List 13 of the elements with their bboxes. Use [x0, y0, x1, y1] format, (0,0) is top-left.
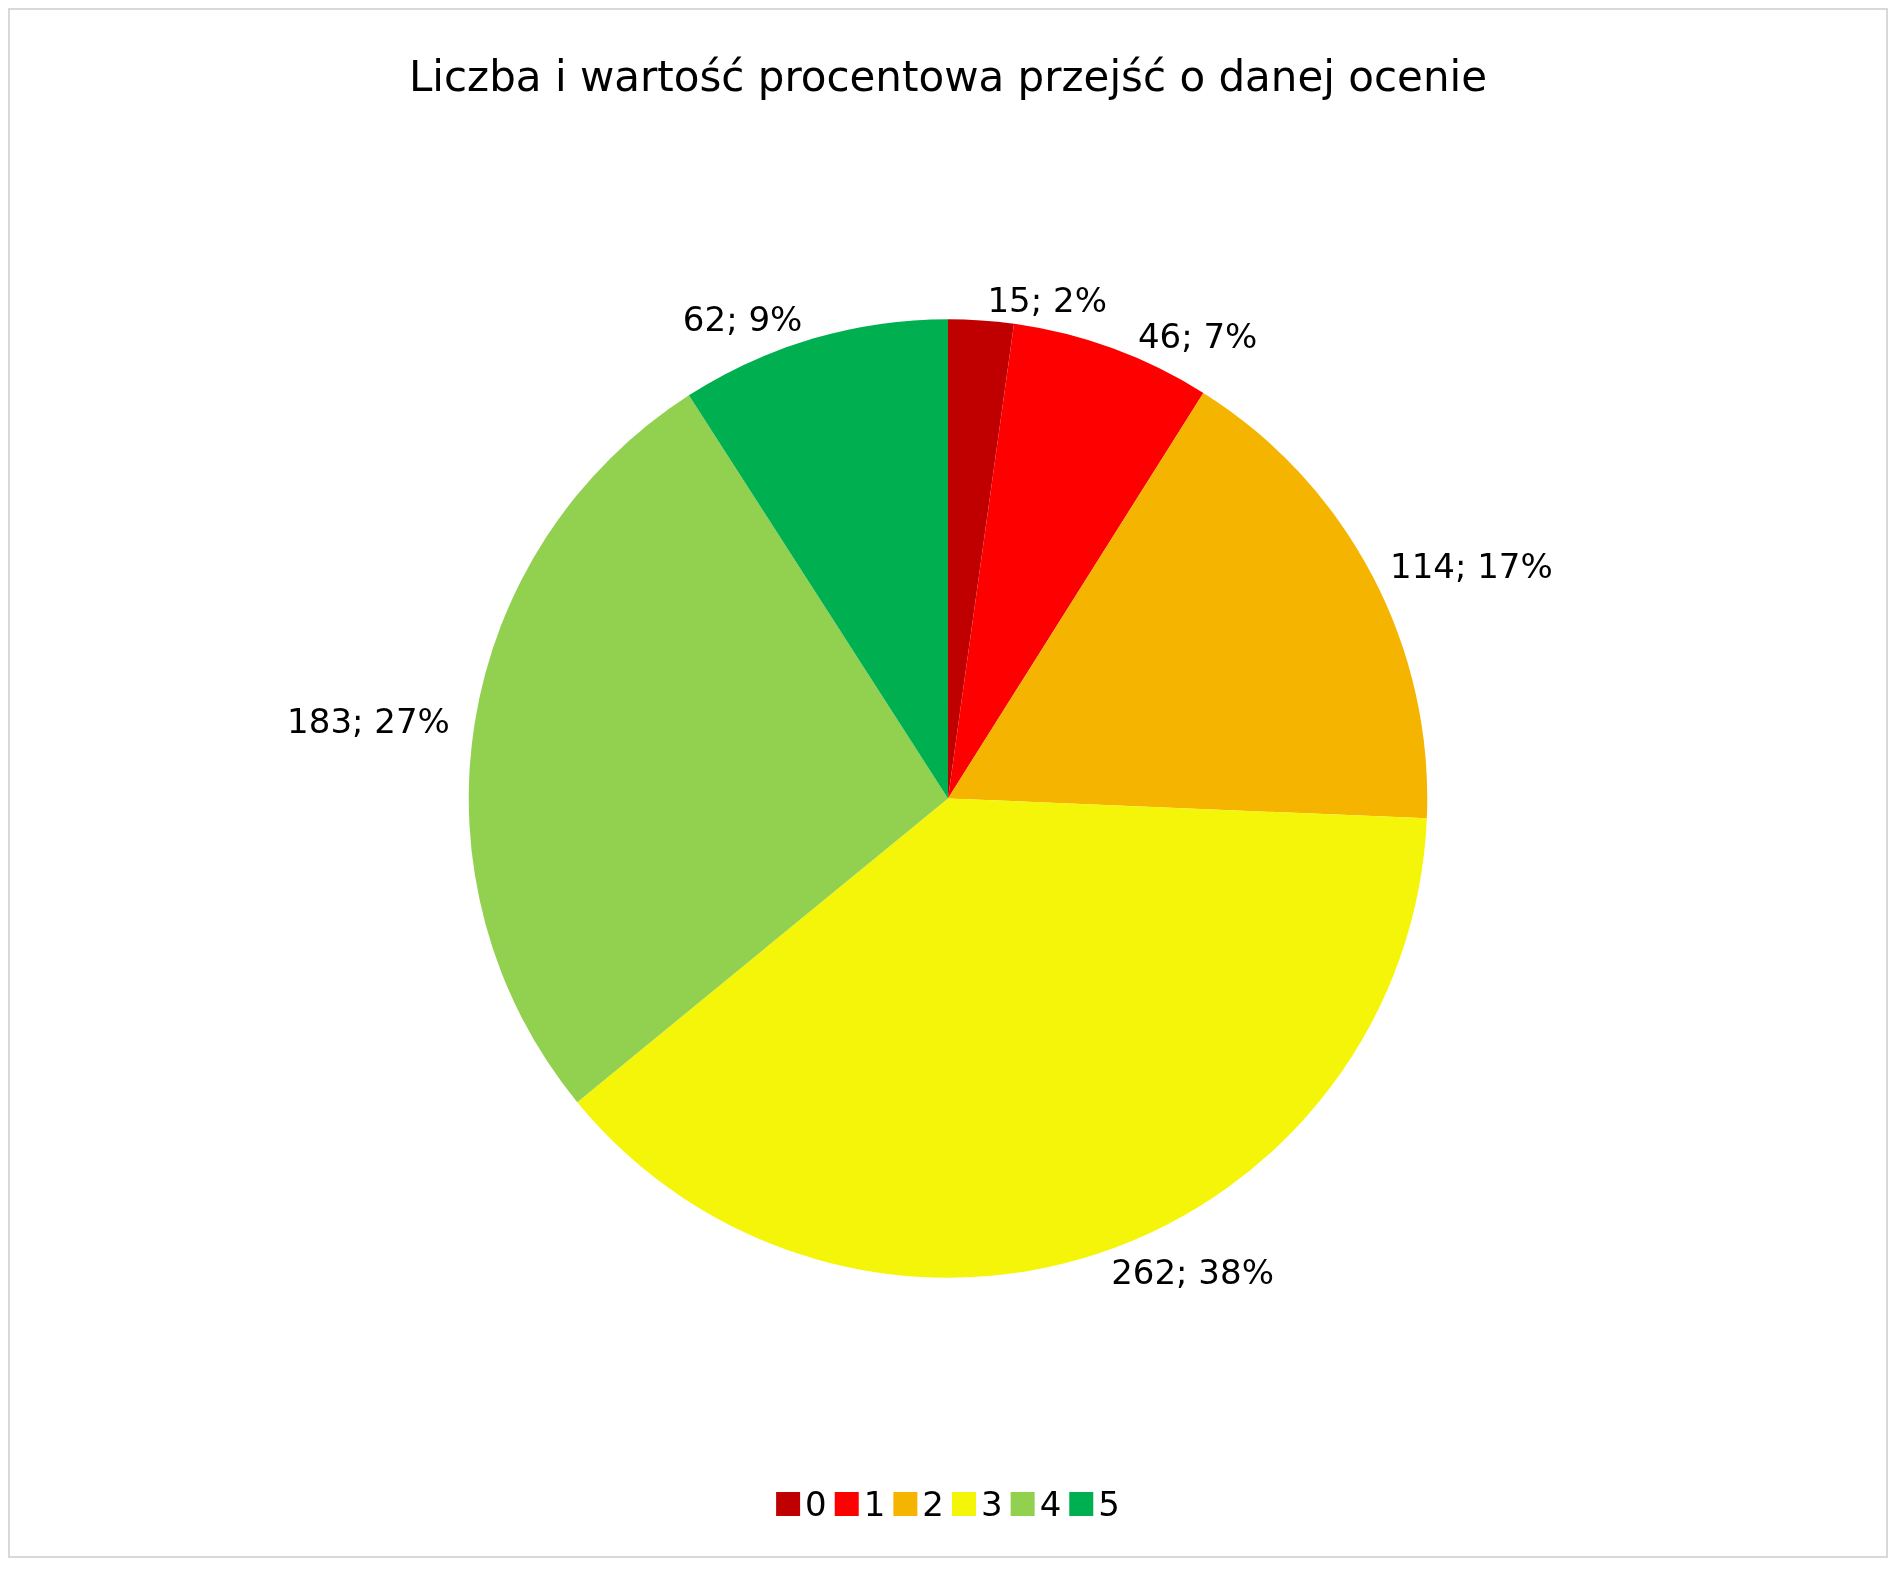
legend-label: 2 — [922, 1484, 945, 1524]
legend-label: 1 — [863, 1484, 886, 1524]
data-label: 183; 27% — [287, 700, 450, 741]
legend-label: 5 — [1098, 1484, 1120, 1524]
legend-label: 0 — [805, 1484, 827, 1524]
legend-label: 3 — [981, 1484, 1003, 1524]
data-label: 262; 38% — [1111, 1251, 1274, 1292]
data-label: 114; 17% — [1390, 546, 1553, 587]
data-label: 15; 2% — [987, 280, 1107, 321]
legend-label: 4 — [1039, 1484, 1062, 1524]
data-label: 46; 7% — [1137, 316, 1258, 357]
chart-title: Liczba i wartość procentowa przejść o danej ocenie — [408, 51, 1488, 101]
data-label: 62; 9% — [682, 299, 803, 340]
